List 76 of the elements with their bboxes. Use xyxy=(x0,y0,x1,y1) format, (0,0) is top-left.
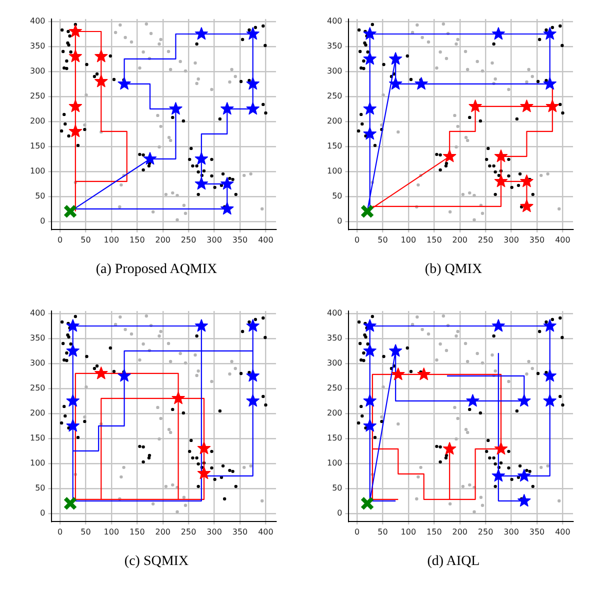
y-tick-label: 250 xyxy=(29,384,45,393)
y-tick-label: 0 xyxy=(336,216,342,226)
y-tick-label: 400 xyxy=(29,308,45,318)
y-tick-label: 50 xyxy=(332,483,342,492)
y-tick-label: 100 xyxy=(29,166,45,176)
y-tick-label: 250 xyxy=(29,92,45,101)
y-tick-label: 300 xyxy=(326,358,342,368)
y-tick-label: 150 xyxy=(29,142,45,151)
y-tick-label: 0 xyxy=(40,508,45,518)
x-tick-label: 50 xyxy=(80,235,90,244)
x-tick-label: 350 xyxy=(528,235,544,244)
y-tick-label: 150 xyxy=(326,142,342,151)
x-tick-label: 300 xyxy=(206,527,222,536)
x-tick-label: 200 xyxy=(452,235,468,244)
x-tick-label: 100 xyxy=(103,527,119,536)
y-tick-label: 200 xyxy=(326,408,342,418)
x-tick-label: 350 xyxy=(232,527,248,536)
x-tick-label: 400 xyxy=(258,235,273,244)
y-tick-label: 100 xyxy=(326,458,342,468)
x-tick-label: 250 xyxy=(180,235,196,244)
y-tick-label: 300 xyxy=(29,66,45,76)
x-tick-label: 100 xyxy=(400,527,416,536)
x-tick-label: 0 xyxy=(56,235,62,244)
x-tick-label: 150 xyxy=(426,527,442,536)
y-tick-label: 50 xyxy=(332,191,342,200)
x-tick-label: 350 xyxy=(528,527,544,536)
y-tick-label: 250 xyxy=(326,384,342,393)
x-tick-label: 200 xyxy=(154,235,170,244)
y-tick-label: 100 xyxy=(29,458,45,468)
x-tick-label: 400 xyxy=(554,235,570,244)
x-tick-label: 300 xyxy=(503,235,518,244)
x-tick-label: 400 xyxy=(554,527,570,536)
y-tick-label: 150 xyxy=(326,434,342,443)
y-tick-label: 200 xyxy=(29,116,45,126)
y-tick-label: 200 xyxy=(29,408,45,418)
x-tick-label: 50 xyxy=(80,527,90,536)
y-tick-label: 100 xyxy=(326,166,342,176)
x-tick-label: 350 xyxy=(232,235,248,244)
x-tick-label: 200 xyxy=(154,527,170,536)
x-tick-label: 150 xyxy=(426,235,442,244)
y-tick-label: 400 xyxy=(326,308,342,318)
text: (b) QMIX xyxy=(424,262,482,278)
text: (a) Proposed AQMIX xyxy=(96,262,218,278)
x-tick-label: 200 xyxy=(452,527,468,536)
y-tick-label: 400 xyxy=(29,16,45,26)
x-tick-label: 0 xyxy=(354,235,360,244)
y-tick-label: 350 xyxy=(326,42,342,51)
y-tick-label: 300 xyxy=(326,66,342,76)
x-tick-label: 50 xyxy=(377,527,388,536)
y-tick-label: 350 xyxy=(29,42,45,51)
y-tick-label: 0 xyxy=(336,508,342,518)
x-tick-label: 100 xyxy=(400,235,416,244)
text: (d) AIQL xyxy=(427,554,480,570)
x-tick-label: 250 xyxy=(477,235,493,244)
y-tick-label: 300 xyxy=(29,358,45,368)
x-tick-label: 150 xyxy=(129,527,144,536)
y-tick-label: 350 xyxy=(326,334,342,343)
x-tick-label: 0 xyxy=(354,527,360,536)
y-tick-label: 50 xyxy=(34,483,45,492)
x-tick-label: 150 xyxy=(129,235,144,244)
x-tick-label: 300 xyxy=(206,235,222,244)
x-tick-label: 250 xyxy=(477,527,493,536)
y-tick-label: 400 xyxy=(326,16,342,26)
y-tick-label: 150 xyxy=(29,434,45,443)
y-tick-label: 350 xyxy=(29,334,45,343)
x-tick-label: 100 xyxy=(103,235,119,244)
y-tick-label: 200 xyxy=(326,116,342,126)
y-tick-label: 0 xyxy=(40,216,45,226)
y-tick-label: 250 xyxy=(326,92,342,101)
x-tick-label: 400 xyxy=(258,527,273,536)
x-tick-label: 300 xyxy=(503,527,518,536)
y-tick-label: 50 xyxy=(34,191,45,200)
x-tick-label: 50 xyxy=(377,235,388,244)
text: (c) SQMIX xyxy=(124,554,189,570)
x-tick-label: 0 xyxy=(56,527,62,536)
x-tick-label: 250 xyxy=(180,527,196,536)
